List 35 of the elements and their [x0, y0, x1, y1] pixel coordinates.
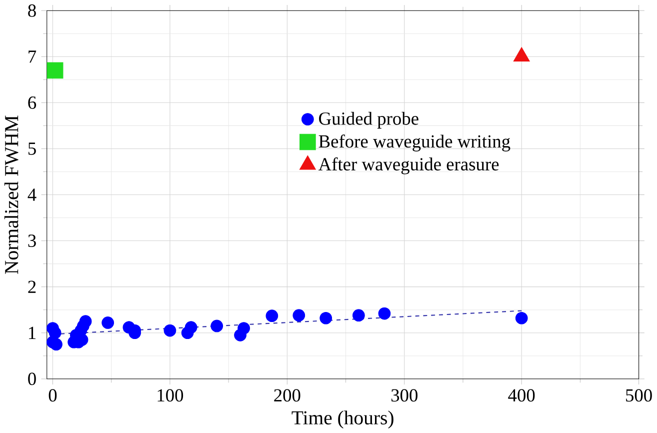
point [238, 322, 250, 334]
point [210, 320, 224, 332]
y-tick-label: 0 [28, 372, 36, 386]
x-tick-label: 400 [508, 389, 535, 402]
y-tick-label: 6 [28, 96, 36, 109]
point [102, 316, 114, 329]
point [79, 315, 92, 328]
x-tick-label: 0 [48, 389, 57, 402]
y-tick-label: 8 [28, 4, 36, 17]
legend-label: Before waveguide writing [318, 134, 510, 152]
point [266, 310, 278, 322]
point [320, 312, 332, 324]
y-tick-label: 4 [28, 188, 36, 201]
x-tick-label: 500 [626, 389, 652, 402]
point [46, 62, 64, 79]
y-tick-label: 3 [28, 234, 36, 248]
point [164, 324, 176, 337]
point [378, 307, 391, 320]
point [48, 326, 62, 340]
legend-label: Guided probe [319, 112, 418, 129]
point [352, 309, 365, 322]
x-axis-title: Time (hours) [292, 410, 394, 429]
point [292, 309, 306, 322]
y-axis-title: Normalized FWHM [4, 116, 18, 274]
legend-label: After waveguide erasure [318, 157, 499, 174]
x-tick-label: 200 [274, 389, 300, 402]
point [515, 312, 528, 324]
x-tick-label: 300 [391, 389, 418, 402]
y-tick-label: 1 [29, 326, 36, 339]
y-tick-label: 5 [28, 142, 36, 155]
point [50, 338, 62, 351]
point [184, 321, 198, 334]
y-tick-label: 2 [28, 280, 36, 293]
y-tick-label: 7 [28, 50, 36, 63]
x-tick-label: 100 [158, 389, 184, 402]
